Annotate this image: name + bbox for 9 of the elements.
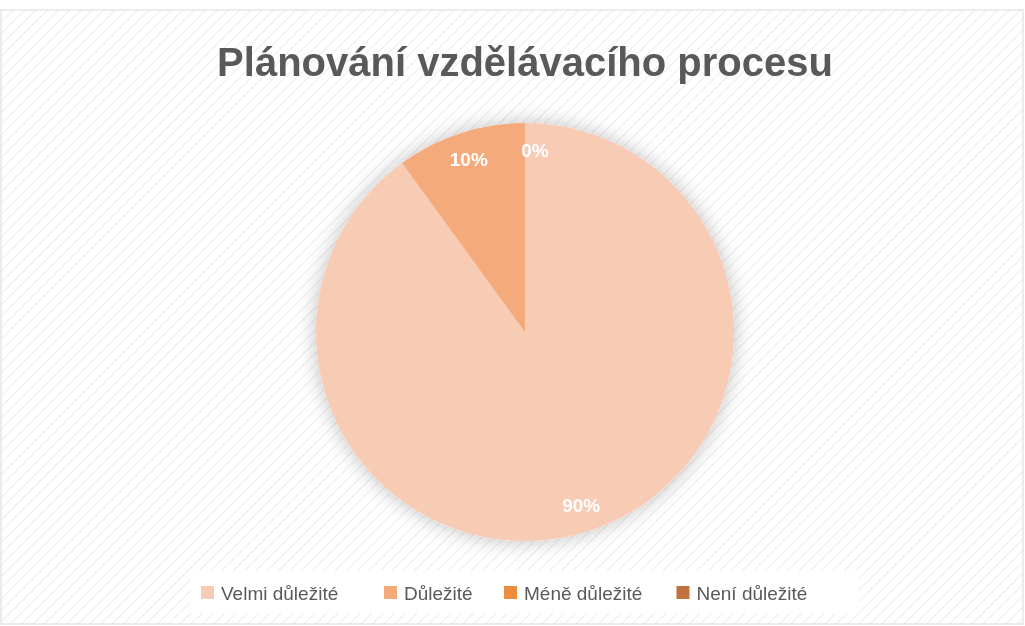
chart-title: Plánování vzdělávacího procesu bbox=[217, 40, 833, 84]
legend-label: Není důležité bbox=[696, 582, 808, 604]
pie-slice bbox=[316, 123, 734, 541]
data-label: 90% bbox=[562, 494, 601, 516]
legend-label: Důležité bbox=[404, 582, 473, 604]
text: 0% bbox=[521, 139, 549, 161]
legend-label: Méně důležité bbox=[524, 582, 643, 604]
legend-label: Velmi důležité bbox=[221, 582, 339, 604]
data-label: 10% bbox=[449, 148, 488, 170]
